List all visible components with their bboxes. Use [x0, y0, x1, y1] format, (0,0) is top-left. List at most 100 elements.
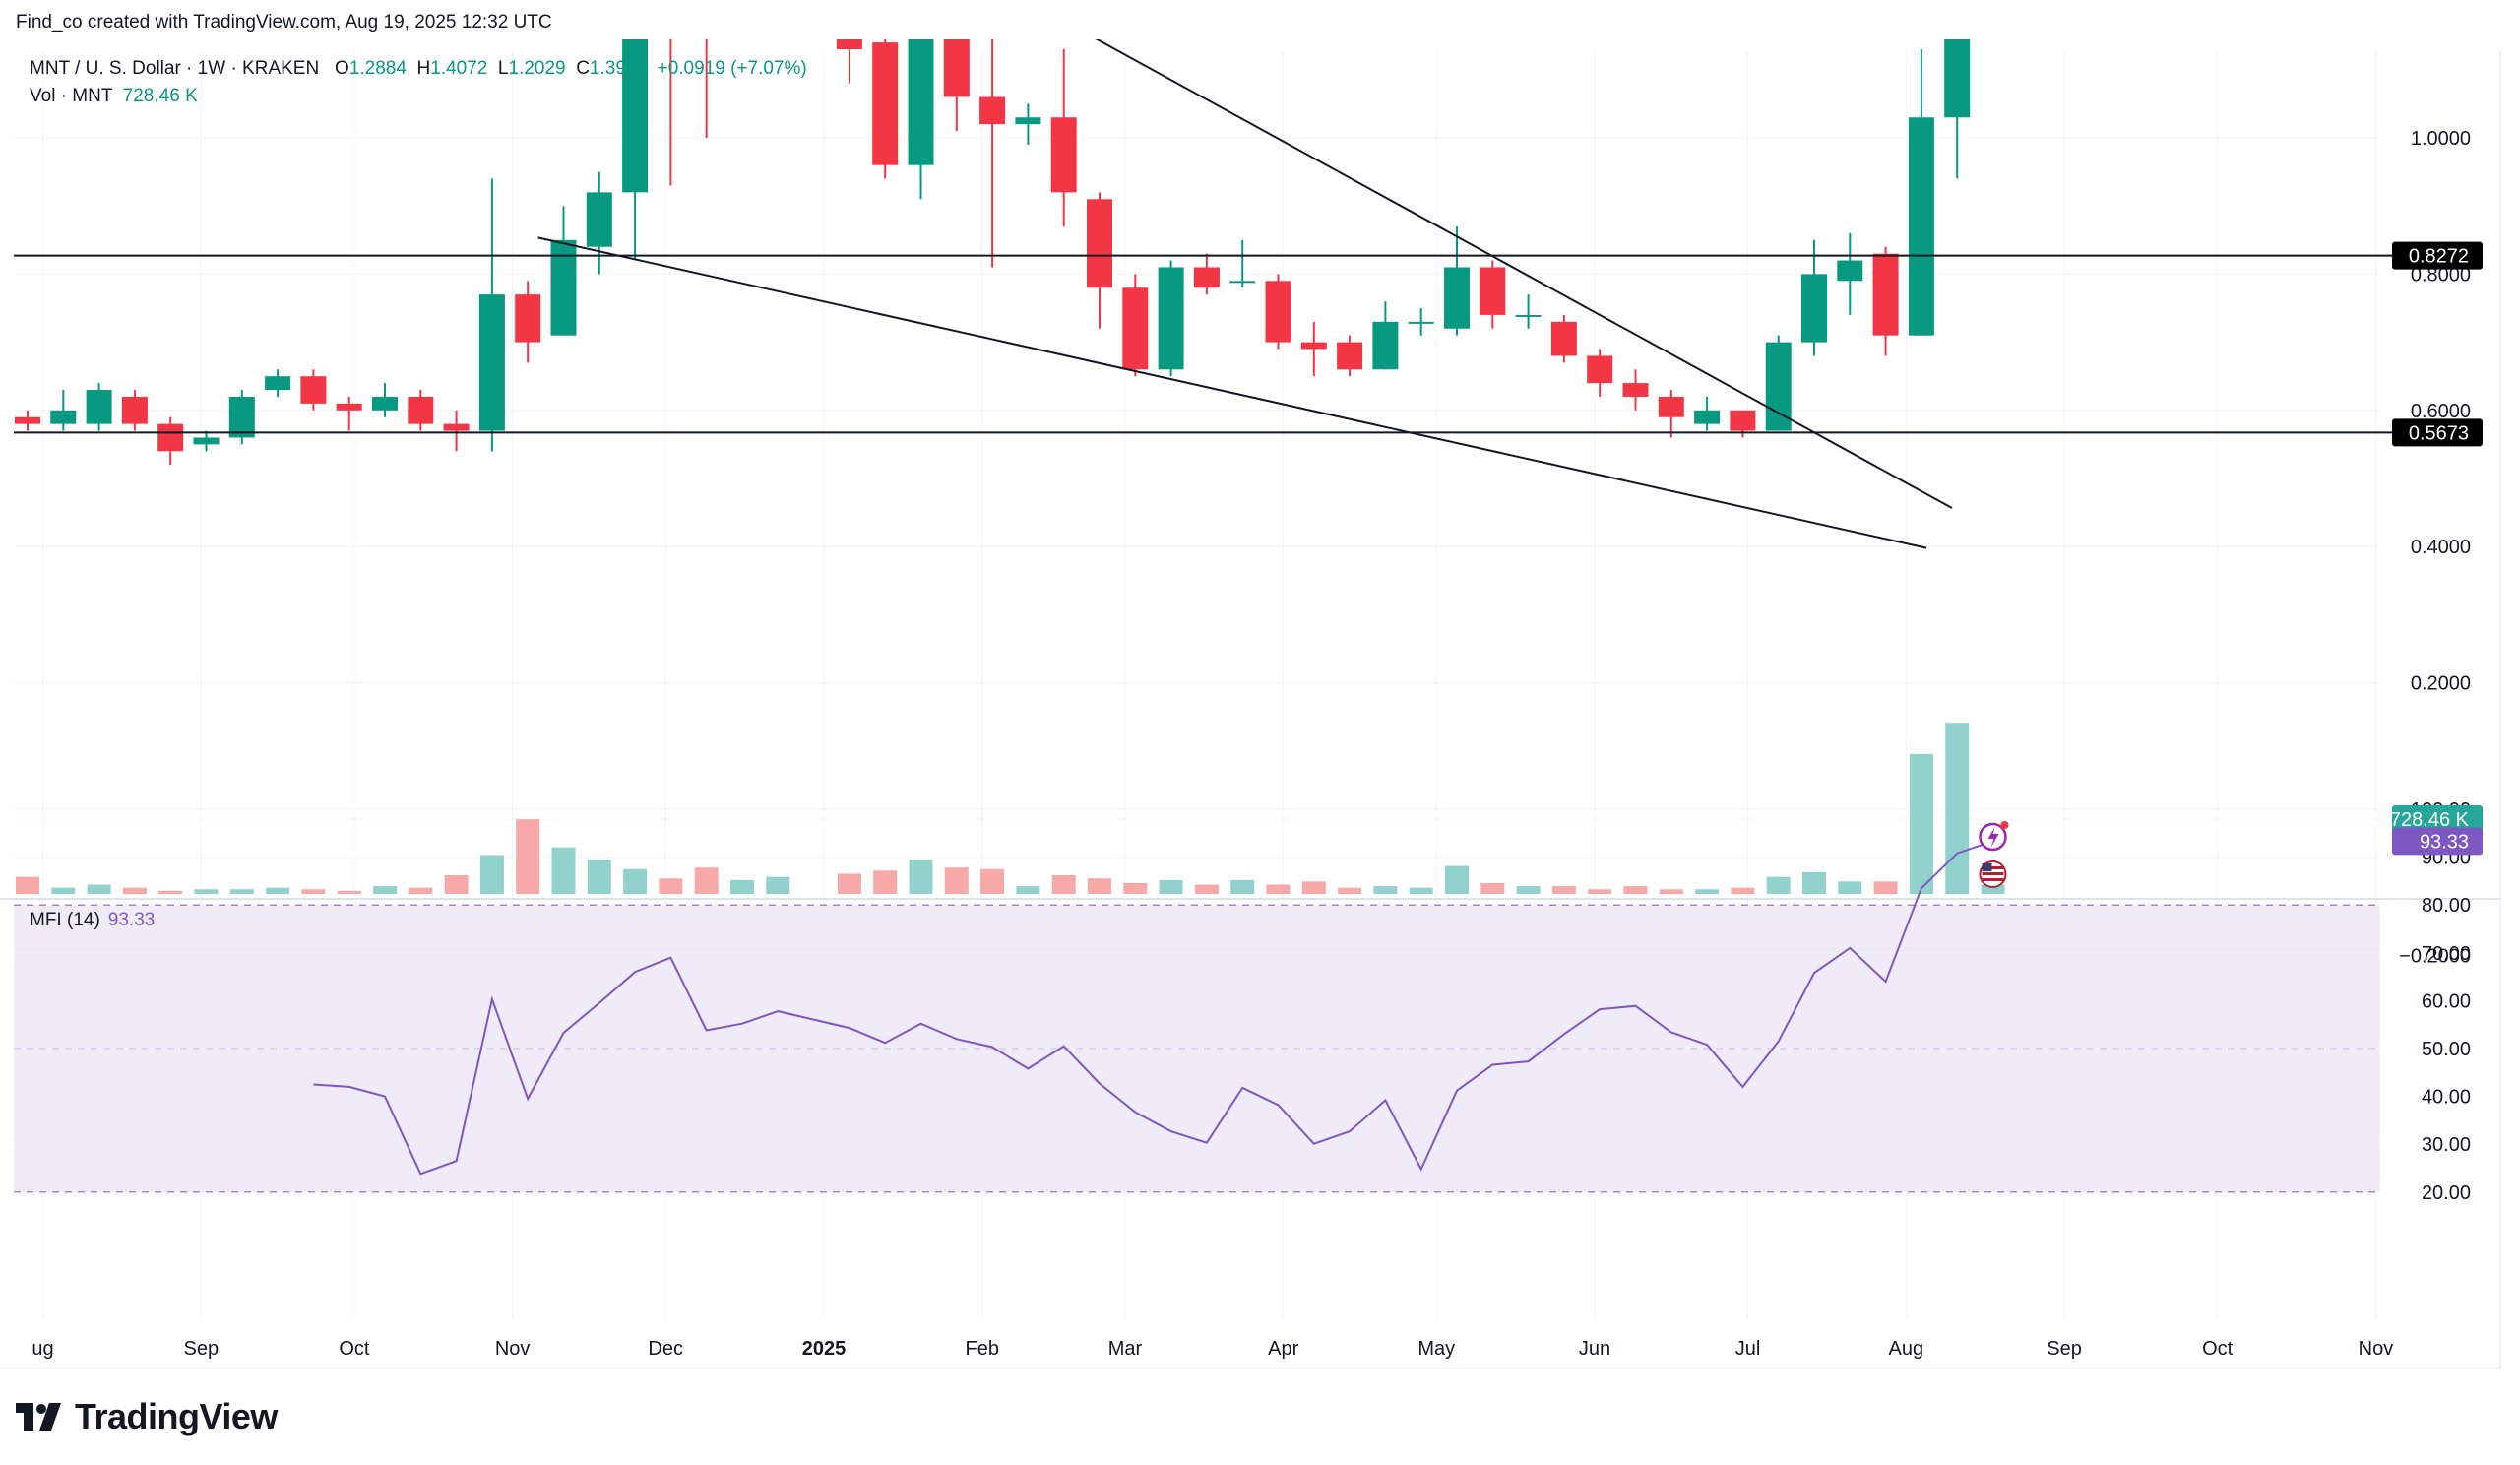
price-label-text: 728.46 K	[2390, 809, 2470, 831]
mfi-axis-tick: 30.00	[2422, 1134, 2471, 1156]
open-value: 1.2884	[348, 58, 407, 79]
candle-body	[228, 396, 255, 438]
volume-bar	[873, 870, 898, 894]
price-label-box	[2392, 805, 2483, 833]
candle-body	[1193, 267, 1220, 288]
candle-body	[586, 192, 612, 247]
mfi-axis-tick: 40.00	[2422, 1087, 2471, 1109]
volume-bar	[980, 868, 1005, 894]
volume-value: 728.46 K	[122, 86, 198, 106]
candle-body	[1444, 267, 1470, 329]
candle-body	[50, 410, 77, 424]
volume-bar	[51, 887, 76, 894]
mfi-axis-tick: 70.00	[2422, 943, 2471, 965]
volume-bar	[1266, 884, 1291, 894]
chart-svg[interactable]: 2.20002.00001.80001.60001.20001.00000.80…	[0, 0, 2520, 1369]
change-value: +0.0919 (+7.07%)	[657, 58, 807, 79]
candle-body	[443, 423, 470, 431]
candle-body	[1480, 267, 1506, 315]
notification-dot	[2000, 821, 2009, 829]
volume-bar	[444, 875, 469, 894]
price-label-text: 0.5673	[2409, 422, 2469, 444]
time-axis-tick: Sep	[2047, 1338, 2082, 1360]
candle-body	[86, 390, 112, 424]
candle-body	[1408, 321, 1434, 324]
candle-body	[1837, 260, 1863, 282]
high-label: H	[416, 58, 431, 79]
low-label: L	[497, 58, 509, 79]
price-axis-tick: 0.8000	[2411, 264, 2471, 286]
volume-bar	[301, 889, 326, 894]
mfi-axis-tick: 50.00	[2422, 1039, 2471, 1060]
volume-bar	[1373, 886, 1398, 894]
volume-bar	[1051, 875, 1076, 894]
candle-body	[1801, 274, 1827, 343]
volume-bar	[623, 868, 648, 894]
volume-bar	[551, 847, 576, 894]
volume-bar	[944, 867, 969, 894]
volume-bar	[158, 890, 183, 894]
candle-body	[550, 239, 577, 336]
volume-bar	[1873, 881, 1898, 894]
candle-body	[1730, 410, 1756, 431]
close-value: 1.3919	[589, 58, 648, 79]
candle-body	[1550, 321, 1577, 356]
trendline	[537, 236, 1927, 549]
chart-area[interactable]: 2.20002.00001.80001.60001.20001.00000.80…	[0, 0, 2520, 1369]
volume-bar	[1802, 871, 1826, 894]
volume-bar	[659, 878, 683, 894]
volume-bar	[1123, 882, 1148, 894]
time-axis-tick: Oct	[339, 1338, 370, 1360]
volume-bar	[1838, 881, 1862, 894]
us-flag-stripe	[1982, 878, 2004, 881]
volume-bar	[16, 876, 39, 894]
candle-body	[515, 294, 541, 343]
price-axis-tick: 1.0000	[2411, 128, 2471, 150]
candle-body	[1050, 117, 1077, 193]
candle-body	[193, 437, 220, 445]
volume-bar	[1088, 878, 1111, 894]
volume-bar	[1659, 889, 1683, 894]
volume-bar	[1159, 879, 1183, 894]
candle-body	[1337, 342, 1363, 370]
tradingview-logo[interactable]: TradingView	[16, 1396, 278, 1437]
price-legend: MNT / U. S. Dollar · 1W · KRAKEN O1.2884…	[30, 55, 807, 110]
volume-bar	[1016, 886, 1040, 894]
volume-bar	[1516, 886, 1541, 894]
time-axis-tick: Apr	[1268, 1338, 1298, 1360]
candle-body	[1622, 383, 1649, 397]
price-axis-tick: 0.2000	[2411, 673, 2471, 695]
candle-body	[336, 403, 362, 411]
volume-bar	[1623, 886, 1648, 894]
lightning-icon-glyph	[1987, 827, 1999, 848]
mfi-axis-tick: 80.00	[2422, 895, 2471, 917]
volume-bar	[337, 890, 361, 894]
candle-body	[1872, 253, 1899, 336]
time-axis-tick: Nov	[2359, 1338, 2394, 1360]
candle-body	[1229, 281, 1256, 284]
volume-label: Vol · MNT	[30, 86, 113, 106]
price-axis-tick: 0.6000	[2411, 401, 2471, 422]
candle-body	[121, 396, 148, 424]
candle-body	[1087, 199, 1112, 288]
volume-bar	[373, 886, 397, 894]
mfi-value: 93.33	[107, 910, 156, 930]
trendline	[1023, 0, 1953, 509]
volume-bar	[587, 860, 611, 894]
time-axis-tick: May	[1418, 1338, 1455, 1360]
volume-bar	[1945, 723, 1970, 894]
volume-bar	[409, 887, 433, 894]
time-axis-tick: Jun	[1579, 1338, 1610, 1360]
candle-body	[300, 376, 327, 404]
close-label: C	[576, 58, 590, 79]
volume-bar	[516, 819, 540, 894]
candle-body	[1158, 267, 1184, 370]
price-axis-tick: 0.4000	[2411, 537, 2471, 558]
candle-body	[1122, 287, 1149, 370]
time-axis-tick: Aug	[1889, 1338, 1924, 1360]
volume-bar	[1551, 886, 1576, 894]
candle-body	[979, 96, 1006, 125]
volume-bar	[1445, 865, 1469, 894]
time-axis-tick: ug	[32, 1338, 53, 1360]
volume-bar	[122, 887, 147, 894]
